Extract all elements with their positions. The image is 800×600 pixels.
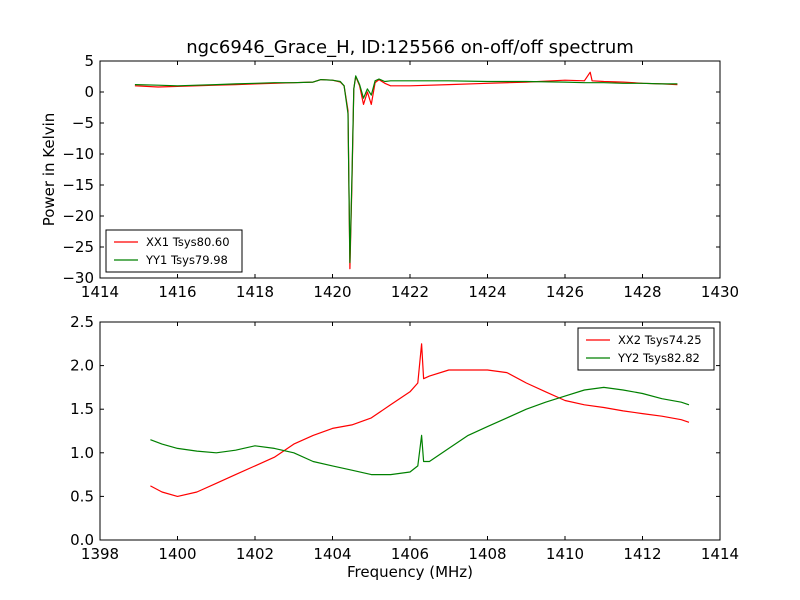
x-tick-label: 1402 [236,545,274,563]
legend-label: XX2 Tsys74.25 [618,333,702,347]
y-tick-label: 1.5 [70,400,94,418]
y-tick-label: −25 [62,238,94,256]
x-tick-label: 1400 [158,545,196,563]
y-tick-label: −15 [62,176,94,194]
x-tick-label: 1420 [313,283,351,301]
legend: XX2 Tsys74.25 YY2 Tsys82.82 [577,327,715,371]
chart-title: ngc6946_Grace_H, ID:125566 on-off/off sp… [186,37,634,58]
legend-box [105,229,243,273]
x-tick-label: 1418 [236,283,274,301]
x-tick-label: 1414 [701,545,739,563]
x-tick-label: 1410 [546,545,584,563]
legend-label: XX1 Tsys80.60 [146,235,230,249]
x-axis-label: Frequency (MHz) [347,563,473,581]
x-tick-label: 1404 [313,545,351,563]
legend-label: YY2 Tsys82.82 [617,351,700,365]
x-tick-label: 1424 [468,283,506,301]
x-tick-label: 1426 [546,283,584,301]
x-tick-label: 1398 [81,545,119,563]
legend: XX1 Tsys80.60 YY1 Tsys79.98 [105,229,243,273]
y-tick-label: 1.0 [70,444,94,462]
legend-label: YY1 Tsys79.98 [145,253,228,267]
plots-group: 1414 1416 1418 1420 1422 1424 1426 1428 1430 5 0 −5… [40,52,739,581]
y-tick-label: −30 [62,269,94,287]
x-tick-label: 1408 [468,545,506,563]
subplot-1: 1414 1416 1418 1420 1422 1424 1426 1428 1430 5 0 −5… [40,52,739,301]
x-tick-label: 1406 [391,545,429,563]
y-tick-label: 2.0 [70,357,94,375]
y-axis-label: Power in Kelvin [40,113,58,227]
y-tick-label: 0.0 [70,531,94,549]
series-line-2-1 [150,343,690,497]
legend-box [577,327,715,371]
x-tick-label: 1416 [158,283,196,301]
y-tick-label: −5 [72,114,94,132]
y-tick-label: 5 [84,52,94,70]
y-tick-label: 0 [84,83,94,101]
y-tick-label: −10 [62,145,94,163]
x-tick-label: 1422 [391,283,429,301]
y-tick-label: −20 [62,207,94,225]
series-line-1-2 [134,75,678,264]
x-tick-label: 1428 [623,283,661,301]
x-tick-label: 1412 [623,545,661,563]
subplot-2: 1398 1400 1402 1404 1406 1408 1410 1412 1414 2.5 2… [70,313,739,581]
x-tick-label: 1414 [81,283,119,301]
y-tick-label: 2.5 [70,313,94,331]
y-tick-label: 0.5 [70,487,94,505]
x-tick-label: 1430 [701,283,739,301]
series-line-2-2 [150,386,690,476]
